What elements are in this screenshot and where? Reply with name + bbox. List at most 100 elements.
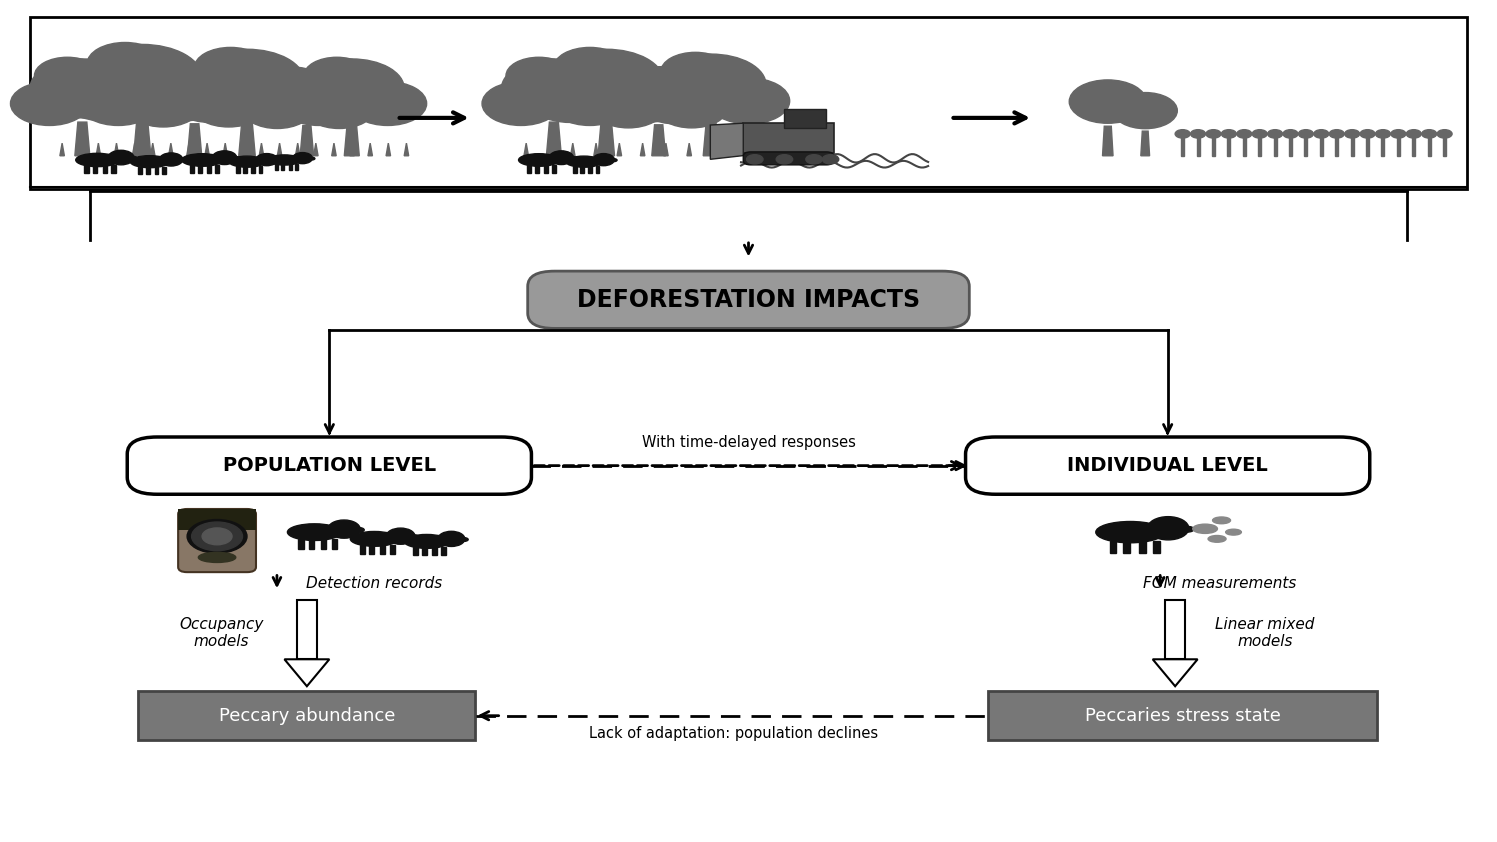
Text: FGM measurements: FGM measurements (1144, 576, 1296, 591)
FancyBboxPatch shape (744, 123, 834, 152)
Circle shape (775, 155, 793, 164)
Polygon shape (359, 545, 365, 554)
Polygon shape (1141, 131, 1150, 156)
Ellipse shape (287, 524, 341, 541)
Ellipse shape (350, 531, 398, 546)
Circle shape (108, 150, 133, 165)
Circle shape (349, 82, 427, 125)
Ellipse shape (404, 535, 449, 548)
Polygon shape (240, 119, 254, 156)
Text: POPULATION LEVEL: POPULATION LEVEL (223, 456, 436, 475)
Polygon shape (570, 143, 575, 156)
Circle shape (1222, 130, 1237, 138)
Polygon shape (599, 119, 615, 156)
Polygon shape (111, 165, 115, 173)
FancyBboxPatch shape (30, 17, 1467, 189)
Circle shape (150, 62, 211, 98)
Polygon shape (573, 166, 576, 173)
Polygon shape (308, 539, 314, 549)
Ellipse shape (1226, 530, 1241, 536)
Circle shape (243, 89, 313, 129)
Polygon shape (295, 164, 298, 170)
Polygon shape (524, 143, 528, 156)
Circle shape (160, 153, 183, 166)
Circle shape (551, 82, 629, 125)
Circle shape (501, 59, 606, 118)
Circle shape (293, 152, 313, 163)
FancyBboxPatch shape (744, 152, 834, 165)
FancyBboxPatch shape (178, 509, 256, 573)
Circle shape (337, 63, 397, 97)
Circle shape (280, 82, 358, 125)
Text: With time-delayed responses: With time-delayed responses (642, 434, 855, 450)
Polygon shape (320, 539, 326, 549)
Polygon shape (1102, 126, 1114, 156)
Circle shape (805, 155, 822, 164)
Polygon shape (641, 143, 645, 156)
Circle shape (1406, 130, 1421, 138)
Polygon shape (704, 120, 719, 156)
Polygon shape (548, 143, 552, 156)
Circle shape (30, 59, 135, 118)
Polygon shape (93, 165, 97, 173)
Circle shape (126, 49, 195, 88)
Polygon shape (132, 143, 136, 156)
Polygon shape (527, 165, 531, 173)
Circle shape (187, 520, 247, 553)
Ellipse shape (1096, 521, 1165, 543)
Ellipse shape (130, 156, 169, 168)
Polygon shape (75, 122, 90, 156)
Polygon shape (151, 143, 156, 156)
Polygon shape (244, 166, 247, 173)
Polygon shape (169, 143, 174, 156)
Circle shape (708, 78, 790, 124)
Ellipse shape (308, 157, 314, 160)
Ellipse shape (1208, 536, 1226, 542)
Circle shape (87, 42, 163, 85)
Polygon shape (734, 143, 738, 156)
Polygon shape (241, 143, 246, 156)
Circle shape (615, 65, 675, 99)
Polygon shape (442, 547, 446, 556)
Circle shape (645, 71, 701, 102)
Polygon shape (651, 125, 666, 156)
Circle shape (549, 49, 665, 115)
FancyBboxPatch shape (127, 437, 531, 494)
Polygon shape (534, 165, 539, 173)
Circle shape (386, 528, 415, 544)
Circle shape (213, 151, 237, 164)
Circle shape (190, 49, 305, 115)
Polygon shape (1213, 137, 1216, 156)
Circle shape (603, 74, 689, 122)
Circle shape (437, 531, 464, 546)
Polygon shape (588, 166, 591, 173)
Circle shape (192, 85, 266, 127)
Text: Occupancy
models: Occupancy models (180, 617, 263, 649)
Text: Linear mixed
models: Linear mixed models (1216, 617, 1314, 649)
Circle shape (1391, 130, 1406, 138)
Polygon shape (289, 164, 292, 170)
Polygon shape (380, 545, 385, 554)
Polygon shape (1304, 137, 1307, 156)
Polygon shape (78, 143, 82, 156)
Circle shape (1422, 130, 1437, 138)
Circle shape (1268, 130, 1283, 138)
Circle shape (34, 57, 100, 94)
Polygon shape (1289, 137, 1292, 156)
Circle shape (554, 47, 626, 88)
Circle shape (195, 47, 266, 88)
Polygon shape (543, 165, 548, 173)
Polygon shape (344, 122, 359, 156)
Polygon shape (187, 143, 192, 156)
Circle shape (168, 74, 253, 122)
Polygon shape (1228, 137, 1231, 156)
Circle shape (593, 153, 614, 166)
Text: DEFORESTATION IMPACTS: DEFORESTATION IMPACTS (576, 288, 921, 312)
Circle shape (244, 74, 329, 122)
Polygon shape (711, 123, 744, 159)
Circle shape (1147, 517, 1189, 540)
Circle shape (263, 67, 323, 100)
Polygon shape (581, 166, 584, 173)
Ellipse shape (268, 155, 301, 165)
Polygon shape (60, 143, 64, 156)
